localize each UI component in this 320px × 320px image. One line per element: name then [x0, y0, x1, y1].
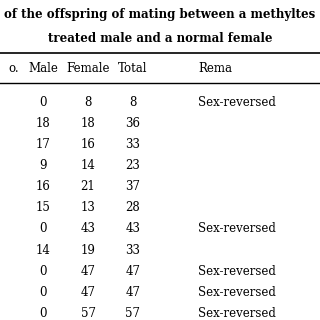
Text: 0: 0	[39, 265, 47, 278]
Text: Sex-reversed: Sex-reversed	[198, 286, 276, 299]
Text: 28: 28	[125, 201, 140, 214]
Text: 47: 47	[81, 265, 95, 278]
Text: of the offspring of mating between a methyltes: of the offspring of mating between a met…	[4, 8, 316, 21]
Text: 0: 0	[39, 222, 47, 236]
Text: 8: 8	[84, 96, 92, 109]
Text: Female: Female	[66, 62, 110, 75]
Text: 43: 43	[81, 222, 95, 236]
Text: Sex-reversed: Sex-reversed	[198, 222, 276, 236]
Text: 0: 0	[39, 286, 47, 299]
Text: 14: 14	[36, 244, 51, 257]
Text: 14: 14	[81, 159, 95, 172]
Text: 57: 57	[125, 307, 140, 320]
Text: 37: 37	[125, 180, 140, 193]
Text: 33: 33	[125, 138, 140, 151]
Text: 15: 15	[36, 201, 51, 214]
Text: 16: 16	[81, 138, 95, 151]
Text: Total: Total	[118, 62, 148, 75]
Text: 8: 8	[129, 96, 137, 109]
Text: 0: 0	[39, 96, 47, 109]
Text: 36: 36	[125, 117, 140, 130]
Text: 47: 47	[125, 265, 140, 278]
Text: 33: 33	[125, 244, 140, 257]
Text: 18: 18	[81, 117, 95, 130]
Text: 23: 23	[125, 159, 140, 172]
Text: 13: 13	[81, 201, 95, 214]
Text: Sex-reversed: Sex-reversed	[198, 307, 276, 320]
Text: 17: 17	[36, 138, 51, 151]
Text: Rema: Rema	[198, 62, 232, 75]
Text: 43: 43	[125, 222, 140, 236]
Text: 0: 0	[39, 307, 47, 320]
Text: 57: 57	[81, 307, 95, 320]
Text: treated male and a normal female: treated male and a normal female	[48, 32, 272, 45]
Text: 18: 18	[36, 117, 51, 130]
Text: 19: 19	[81, 244, 95, 257]
Text: 21: 21	[81, 180, 95, 193]
Text: Male: Male	[28, 62, 58, 75]
Text: 9: 9	[39, 159, 47, 172]
Text: 47: 47	[81, 286, 95, 299]
Text: 16: 16	[36, 180, 51, 193]
Text: Sex-reversed: Sex-reversed	[198, 265, 276, 278]
Text: Sex-reversed: Sex-reversed	[198, 96, 276, 109]
Text: 47: 47	[125, 286, 140, 299]
Text: o.: o.	[8, 62, 19, 75]
